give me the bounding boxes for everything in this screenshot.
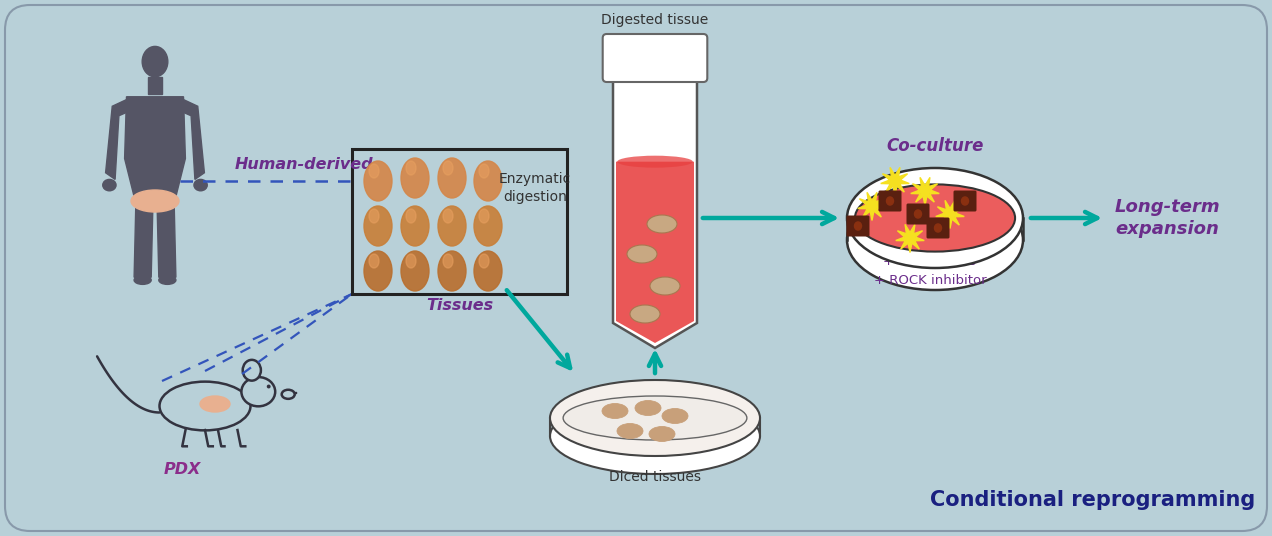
Ellipse shape bbox=[364, 161, 392, 201]
Ellipse shape bbox=[647, 215, 677, 233]
Ellipse shape bbox=[617, 423, 644, 438]
Polygon shape bbox=[911, 177, 939, 205]
Polygon shape bbox=[895, 225, 925, 252]
Ellipse shape bbox=[406, 209, 416, 223]
Ellipse shape bbox=[474, 251, 502, 291]
Ellipse shape bbox=[480, 164, 488, 178]
Ellipse shape bbox=[401, 206, 429, 246]
Polygon shape bbox=[106, 100, 134, 180]
Ellipse shape bbox=[630, 305, 660, 323]
Ellipse shape bbox=[438, 251, 466, 291]
Ellipse shape bbox=[200, 396, 230, 412]
Ellipse shape bbox=[443, 254, 453, 268]
Ellipse shape bbox=[369, 254, 379, 268]
Ellipse shape bbox=[443, 161, 453, 175]
Ellipse shape bbox=[295, 392, 298, 394]
Ellipse shape bbox=[649, 427, 675, 442]
Ellipse shape bbox=[281, 390, 295, 399]
FancyBboxPatch shape bbox=[846, 215, 870, 236]
Polygon shape bbox=[936, 200, 964, 228]
Ellipse shape bbox=[159, 382, 251, 430]
Ellipse shape bbox=[480, 254, 488, 268]
Ellipse shape bbox=[131, 190, 179, 212]
Text: Human-derived: Human-derived bbox=[235, 157, 374, 172]
Text: Conditional reprogramming: Conditional reprogramming bbox=[930, 490, 1255, 510]
Polygon shape bbox=[616, 162, 695, 343]
Ellipse shape bbox=[406, 254, 416, 268]
Text: Diced tissues: Diced tissues bbox=[609, 470, 701, 484]
Ellipse shape bbox=[406, 161, 416, 175]
Polygon shape bbox=[134, 197, 153, 277]
Text: PDX: PDX bbox=[163, 462, 201, 477]
Text: Tissues: Tissues bbox=[426, 298, 494, 313]
FancyBboxPatch shape bbox=[954, 190, 977, 212]
Polygon shape bbox=[857, 192, 887, 220]
Ellipse shape bbox=[443, 209, 453, 223]
Ellipse shape bbox=[962, 197, 968, 205]
Ellipse shape bbox=[855, 184, 1015, 251]
Ellipse shape bbox=[650, 277, 681, 295]
Text: Digested tissue: Digested tissue bbox=[602, 13, 709, 27]
Ellipse shape bbox=[935, 224, 941, 232]
Ellipse shape bbox=[134, 276, 151, 285]
Ellipse shape bbox=[563, 396, 747, 440]
Ellipse shape bbox=[438, 206, 466, 246]
Polygon shape bbox=[125, 97, 186, 197]
Bar bbox=[149, 77, 162, 94]
Ellipse shape bbox=[602, 404, 628, 419]
Ellipse shape bbox=[661, 408, 688, 423]
Ellipse shape bbox=[369, 164, 379, 178]
Ellipse shape bbox=[617, 155, 693, 168]
Bar bbox=[352, 149, 567, 294]
Ellipse shape bbox=[142, 47, 168, 77]
FancyBboxPatch shape bbox=[907, 204, 930, 225]
Ellipse shape bbox=[847, 190, 1023, 290]
FancyBboxPatch shape bbox=[5, 5, 1267, 531]
Ellipse shape bbox=[474, 161, 502, 201]
Text: Long-term
expansion: Long-term expansion bbox=[1116, 198, 1221, 239]
Ellipse shape bbox=[401, 158, 429, 198]
Ellipse shape bbox=[369, 209, 379, 223]
Polygon shape bbox=[613, 74, 697, 348]
Ellipse shape bbox=[103, 180, 116, 191]
Ellipse shape bbox=[193, 180, 207, 191]
FancyBboxPatch shape bbox=[603, 34, 707, 82]
Ellipse shape bbox=[550, 398, 759, 474]
Ellipse shape bbox=[159, 276, 176, 285]
Text: Enzymatic
digestion: Enzymatic digestion bbox=[499, 172, 571, 204]
Ellipse shape bbox=[550, 380, 759, 456]
FancyBboxPatch shape bbox=[926, 218, 949, 239]
Ellipse shape bbox=[887, 197, 893, 205]
Ellipse shape bbox=[242, 377, 275, 406]
Polygon shape bbox=[880, 167, 909, 196]
Ellipse shape bbox=[401, 251, 429, 291]
Ellipse shape bbox=[438, 158, 466, 198]
FancyBboxPatch shape bbox=[879, 190, 902, 212]
Ellipse shape bbox=[855, 222, 861, 230]
Ellipse shape bbox=[267, 384, 271, 389]
Ellipse shape bbox=[364, 206, 392, 246]
Polygon shape bbox=[156, 197, 176, 277]
Polygon shape bbox=[176, 100, 205, 180]
Ellipse shape bbox=[627, 245, 658, 263]
Text: Co-culture: Co-culture bbox=[887, 137, 983, 155]
Ellipse shape bbox=[847, 168, 1023, 268]
Ellipse shape bbox=[915, 210, 921, 218]
Text: Primary cells
+ feeder cells
+ ROCK inhibitor: Primary cells + feeder cells + ROCK inhi… bbox=[874, 236, 986, 287]
Ellipse shape bbox=[364, 251, 392, 291]
Ellipse shape bbox=[635, 400, 661, 415]
Ellipse shape bbox=[243, 360, 261, 381]
Ellipse shape bbox=[474, 206, 502, 246]
Ellipse shape bbox=[480, 209, 488, 223]
